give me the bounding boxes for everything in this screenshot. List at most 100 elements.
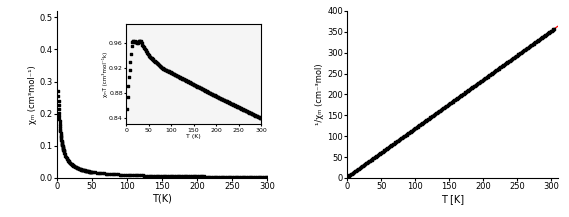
Point (463, 89, 472, 92)
Point (56, 126, 65, 130)
Point (59, 147, 68, 151)
Point (452, 97, 461, 100)
Point (61, 154, 70, 157)
Point (437, 108, 446, 111)
Point (59, 150, 68, 153)
Point (397, 137, 406, 140)
Point (389, 142, 398, 146)
Point (446, 102, 455, 105)
Point (431, 112, 440, 115)
Point (511, 55, 520, 58)
Point (457, 94, 466, 97)
Point (372, 154, 381, 158)
Point (447, 101, 456, 104)
Point (514, 53, 523, 56)
Point (113, 173, 122, 176)
Point (207, 175, 216, 178)
Point (410, 127, 419, 131)
Point (531, 40, 541, 44)
Point (138, 174, 147, 177)
Point (391, 140, 401, 144)
Point (222, 175, 232, 178)
Point (63, 157, 72, 161)
Point (407, 129, 417, 132)
Point (549, 28, 558, 31)
Point (422, 118, 431, 122)
Point (242, 175, 251, 179)
Point (515, 52, 524, 56)
Point (534, 38, 543, 42)
Point (131, 174, 140, 177)
Point (428, 114, 438, 117)
Point (259, 175, 269, 179)
Y-axis label: χₘ (cm³mol⁻¹): χₘ (cm³mol⁻¹) (28, 65, 37, 124)
Point (354, 167, 364, 170)
Point (69, 164, 79, 168)
Point (247, 175, 256, 179)
Point (92, 171, 101, 174)
Point (80, 169, 89, 172)
Point (179, 174, 188, 178)
Point (368, 157, 377, 161)
Point (375, 152, 384, 156)
Point (196, 175, 205, 178)
Point (405, 130, 414, 134)
Point (59, 147, 68, 150)
Point (418, 122, 427, 125)
Point (528, 43, 537, 46)
Point (57, 142, 67, 145)
Point (538, 36, 547, 39)
Point (221, 175, 230, 178)
Point (503, 61, 512, 64)
Point (374, 153, 384, 156)
Point (508, 57, 517, 61)
Point (378, 150, 387, 153)
Point (106, 172, 116, 176)
Point (535, 38, 544, 41)
Point (189, 175, 198, 178)
Point (526, 44, 535, 48)
Point (85, 170, 94, 173)
Point (66, 162, 75, 165)
Point (475, 81, 484, 84)
Point (213, 175, 222, 178)
Point (60, 151, 69, 154)
Point (494, 67, 503, 70)
Point (521, 48, 530, 51)
Point (439, 107, 448, 110)
Point (491, 69, 500, 73)
Point (84, 170, 93, 173)
Point (55, 124, 64, 128)
Point (79, 168, 88, 172)
Point (56, 128, 65, 132)
Point (90, 171, 100, 174)
Point (345, 173, 354, 177)
Point (487, 72, 496, 76)
Point (497, 65, 506, 69)
Point (57, 138, 66, 141)
Point (513, 53, 522, 57)
Point (176, 174, 185, 178)
Point (155, 174, 164, 178)
Point (257, 175, 266, 179)
Point (409, 128, 418, 132)
Point (395, 138, 404, 141)
Point (149, 174, 158, 178)
Point (517, 50, 526, 54)
Point (347, 173, 356, 176)
Point (399, 135, 408, 138)
Point (451, 98, 460, 101)
Point (455, 95, 464, 98)
Point (459, 92, 468, 95)
Point (58, 144, 67, 147)
Point (548, 28, 557, 32)
Point (56, 133, 65, 136)
Point (263, 175, 272, 179)
Point (481, 77, 490, 80)
Point (435, 109, 444, 112)
Point (261, 175, 270, 179)
Point (486, 72, 495, 76)
Point (435, 110, 444, 113)
Point (421, 119, 430, 123)
Point (62, 156, 71, 160)
